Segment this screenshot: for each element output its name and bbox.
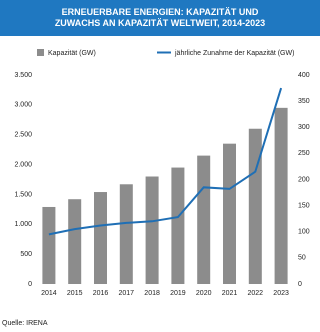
x-tick-label: 2023 <box>273 290 289 297</box>
y2-tick-label: 300 <box>298 124 310 131</box>
y-tick-label: 2.000 <box>14 161 32 168</box>
y2-tick-label: 350 <box>298 98 310 105</box>
x-tick-label: 2014 <box>41 290 57 297</box>
bar <box>171 167 185 284</box>
legend-label: jährliche Zunahme der Kapazität (GW) <box>174 50 294 57</box>
bar <box>42 206 56 284</box>
x-tick-label: 2016 <box>93 290 109 297</box>
legend-label: Kapazität (GW) <box>48 50 96 57</box>
bar <box>248 128 262 284</box>
bar <box>274 107 288 284</box>
bar <box>197 155 211 284</box>
y2-tick-label: 0 <box>298 281 302 288</box>
y2-tick-label: 50 <box>298 255 306 262</box>
x-tick-label: 2015 <box>67 290 83 297</box>
bar <box>145 176 159 284</box>
bar <box>94 192 107 284</box>
y-tick-label: 3.000 <box>14 102 32 109</box>
line <box>48 87 283 236</box>
y-tick-label: 0 <box>28 281 32 288</box>
y2-tick-label: 250 <box>298 150 310 157</box>
x-tick-label: 2020 <box>196 290 212 297</box>
x-tick-label: 2018 <box>144 290 160 297</box>
y-tick-label: 500 <box>20 251 32 258</box>
chart-title: ERNEUERBARE ENERGIEN: KAPAZITÄT UND ZUWA… <box>0 0 320 36</box>
x-tick-label: 2021 <box>222 290 238 297</box>
y2-tick-label: 150 <box>298 202 310 209</box>
bar <box>68 199 82 284</box>
x-tick-label: 2022 <box>248 290 264 297</box>
legend-swatch <box>37 49 44 56</box>
y-tick-label: 1.500 <box>14 191 32 198</box>
y2-tick-label: 200 <box>298 176 310 183</box>
x-tick-label: 2019 <box>170 290 186 297</box>
y-tick-label: 1.000 <box>14 221 32 228</box>
y-tick-label: 2.500 <box>14 132 32 139</box>
y-tick-label: 3.500 <box>14 72 32 79</box>
bar <box>119 184 133 284</box>
source-note: Quelle: IRENA <box>2 320 48 327</box>
y2-tick-label: 400 <box>298 72 310 79</box>
bar <box>223 143 236 284</box>
x-tick-label: 2017 <box>119 290 135 297</box>
y2-tick-label: 100 <box>298 229 310 236</box>
